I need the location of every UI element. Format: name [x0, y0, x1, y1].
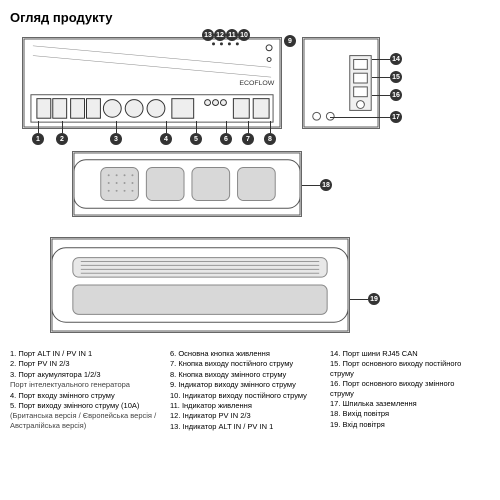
- legend-10: 10. Індикатор виходу постійного струму: [170, 391, 320, 400]
- legend-9: 9. Індикатор виходу змінного струму: [170, 380, 320, 389]
- back-view: [50, 237, 350, 333]
- brand-text: ECOFLOW: [239, 80, 275, 87]
- legend-1: 1. Порт ALT IN / PV IN 1: [10, 349, 160, 358]
- legend-17: 17. Шпилька заземлення: [330, 399, 480, 408]
- legend-3b: Порт інтелектуального генератора: [10, 380, 160, 389]
- side-view: [302, 37, 380, 129]
- diagram-area: ECOFLOW: [10, 33, 490, 343]
- callout-18: 18: [320, 179, 332, 191]
- legend-8: 8. Кнопка виходу змінного струму: [170, 370, 320, 379]
- callout-14: 14: [390, 53, 402, 65]
- front-view: ECOFLOW: [22, 37, 282, 129]
- callout-3: 3: [110, 133, 122, 145]
- callout-2: 2: [56, 133, 68, 145]
- callout-8: 8: [264, 133, 276, 145]
- legend-16: 16. Порт основного виходу змінного струм…: [330, 379, 480, 398]
- legend-2: 2. Порт PV IN 2/3: [10, 359, 160, 368]
- callout-17: 17: [390, 111, 402, 123]
- callout-10: 10: [238, 29, 250, 41]
- legend-7: 7. Кнопка виходу постійного струму: [170, 359, 320, 368]
- callout-19: 19: [368, 293, 380, 305]
- legend-19: 19. Вхід повітря: [330, 420, 480, 429]
- callout-9: 9: [284, 35, 296, 47]
- legend-18: 18. Вихід повітря: [330, 409, 480, 418]
- callout-6: 6: [220, 133, 232, 145]
- callout-4: 4: [160, 133, 172, 145]
- legend-13: 13. Індикатор ALT IN / PV IN 1: [170, 422, 320, 431]
- legend-14: 14. Порт шини RJ45 CAN: [330, 349, 480, 358]
- legend-4: 4. Порт входу змінного струму: [10, 391, 160, 400]
- legend-11: 11. Індикатор живлення: [170, 401, 320, 410]
- legend: 1. Порт ALT IN / PV IN 1 2. Порт PV IN 2…: [10, 349, 490, 432]
- callout-12: 12: [214, 29, 226, 41]
- legend-6: 6. Основна кнопка живлення: [170, 349, 320, 358]
- legend-5: 5. Порт виходу змінного струму (10A): [10, 401, 160, 410]
- callout-13: 13: [202, 29, 214, 41]
- callout-15: 15: [390, 71, 402, 83]
- legend-3: 3. Порт акумулятора 1/2/3: [10, 370, 160, 379]
- top-view: [72, 151, 302, 217]
- legend-15: 15. Порт основного виходу постійного стр…: [330, 359, 480, 378]
- callout-16: 16: [390, 89, 402, 101]
- callout-11: 11: [226, 29, 238, 41]
- callout-5: 5: [190, 133, 202, 145]
- legend-12: 12. Індикатор PV IN 2/3: [170, 411, 320, 420]
- callout-7: 7: [242, 133, 254, 145]
- page-title: Огляд продукту: [10, 10, 490, 25]
- legend-5b: (Британська версія / Європейська версія …: [10, 411, 160, 430]
- callout-1: 1: [32, 133, 44, 145]
